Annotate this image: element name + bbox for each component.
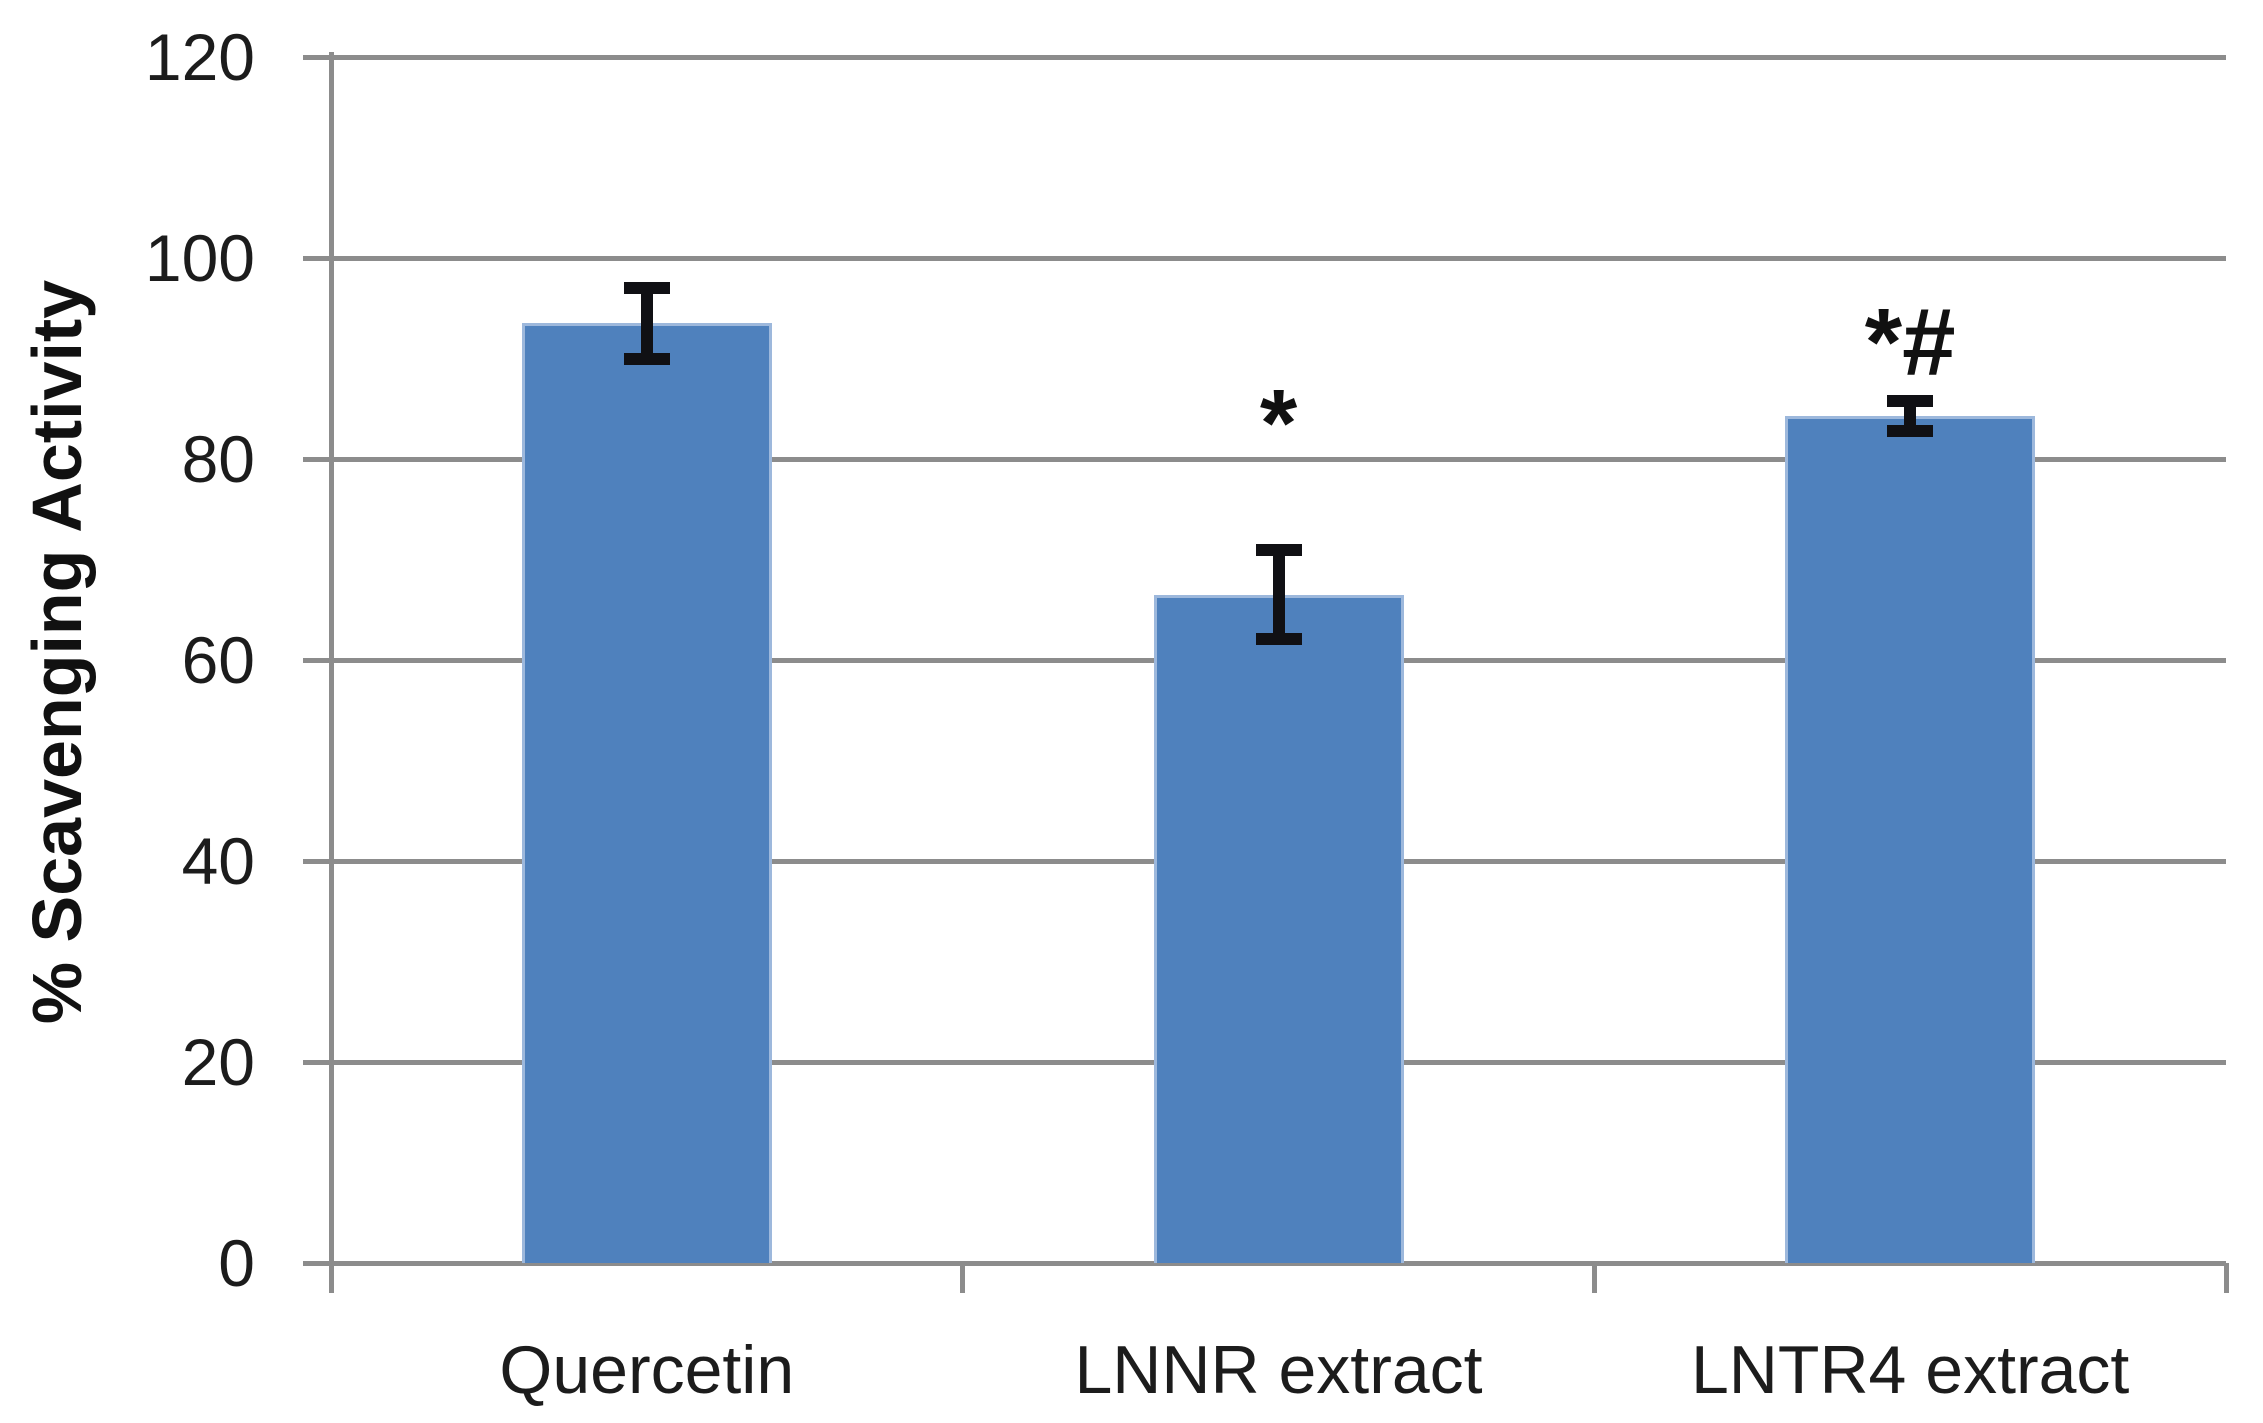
significance-annotation: * bbox=[1259, 369, 1298, 477]
error-bar-top-cap bbox=[1887, 394, 1934, 407]
error-bar-top-cap bbox=[623, 282, 670, 295]
y-tick-label: 60 bbox=[181, 623, 255, 697]
x-category-label: LNTR4 extract bbox=[1690, 1332, 2130, 1408]
error-bar-top-cap bbox=[1255, 544, 1302, 557]
x-axis-tick bbox=[960, 1263, 966, 1293]
error-bar bbox=[640, 288, 653, 359]
bar-lntr4-extract bbox=[1785, 415, 2036, 1263]
y-tick-label: 0 bbox=[218, 1226, 255, 1300]
bar-lnnr-extract bbox=[1153, 594, 1404, 1263]
x-axis-tick bbox=[2223, 1263, 2229, 1293]
y-tick-label: 80 bbox=[181, 422, 255, 496]
gridline bbox=[303, 255, 2226, 261]
error-bar bbox=[1904, 400, 1917, 431]
bar-quercetin bbox=[521, 323, 772, 1263]
y-tick-label: 100 bbox=[144, 221, 255, 295]
y-axis-line bbox=[328, 52, 334, 1293]
error-bar bbox=[1272, 550, 1285, 639]
error-bar-bottom-cap bbox=[1887, 424, 1934, 437]
y-tick-label: 20 bbox=[181, 1025, 255, 1099]
x-category-label: LNNR extract bbox=[1074, 1332, 1483, 1408]
x-category-label: Quercetin bbox=[499, 1332, 795, 1408]
error-bar-bottom-cap bbox=[623, 352, 670, 365]
x-axis-line bbox=[303, 1260, 2226, 1266]
significance-annotation: *# bbox=[1864, 289, 1956, 397]
error-bar-bottom-cap bbox=[1255, 632, 1302, 645]
y-tick-label: 40 bbox=[181, 824, 255, 898]
gridline bbox=[303, 54, 2226, 60]
x-axis-tick bbox=[1591, 1263, 1597, 1293]
gridline bbox=[303, 456, 2226, 462]
y-tick-label: 120 bbox=[144, 20, 255, 94]
